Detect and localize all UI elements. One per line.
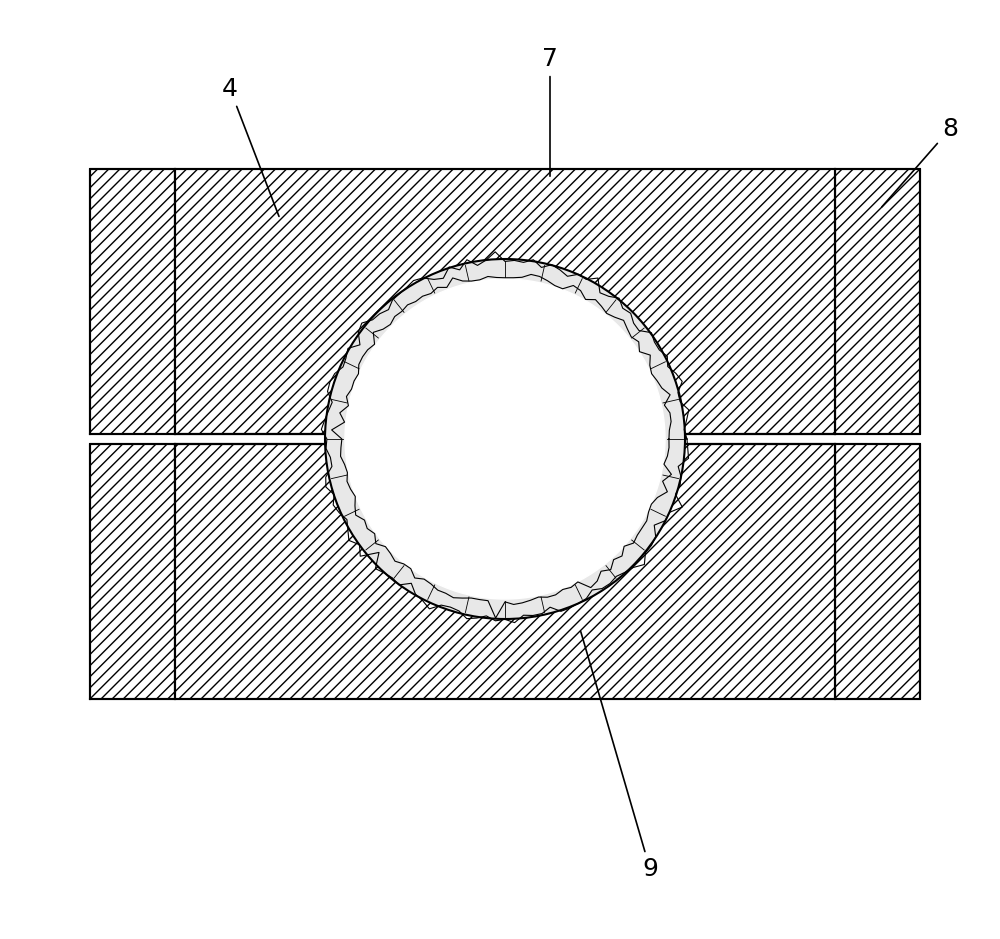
Text: 8: 8 xyxy=(882,117,958,207)
Circle shape xyxy=(345,279,665,599)
Bar xyxy=(835,444,920,699)
Text: 9: 9 xyxy=(581,632,658,881)
Text: 7: 7 xyxy=(542,47,558,177)
Bar xyxy=(90,169,175,434)
Circle shape xyxy=(345,279,665,599)
Bar xyxy=(175,444,835,699)
Bar xyxy=(175,169,835,434)
Bar xyxy=(90,444,175,699)
Text: 4: 4 xyxy=(222,77,279,216)
Circle shape xyxy=(325,259,685,619)
Bar xyxy=(835,169,920,434)
